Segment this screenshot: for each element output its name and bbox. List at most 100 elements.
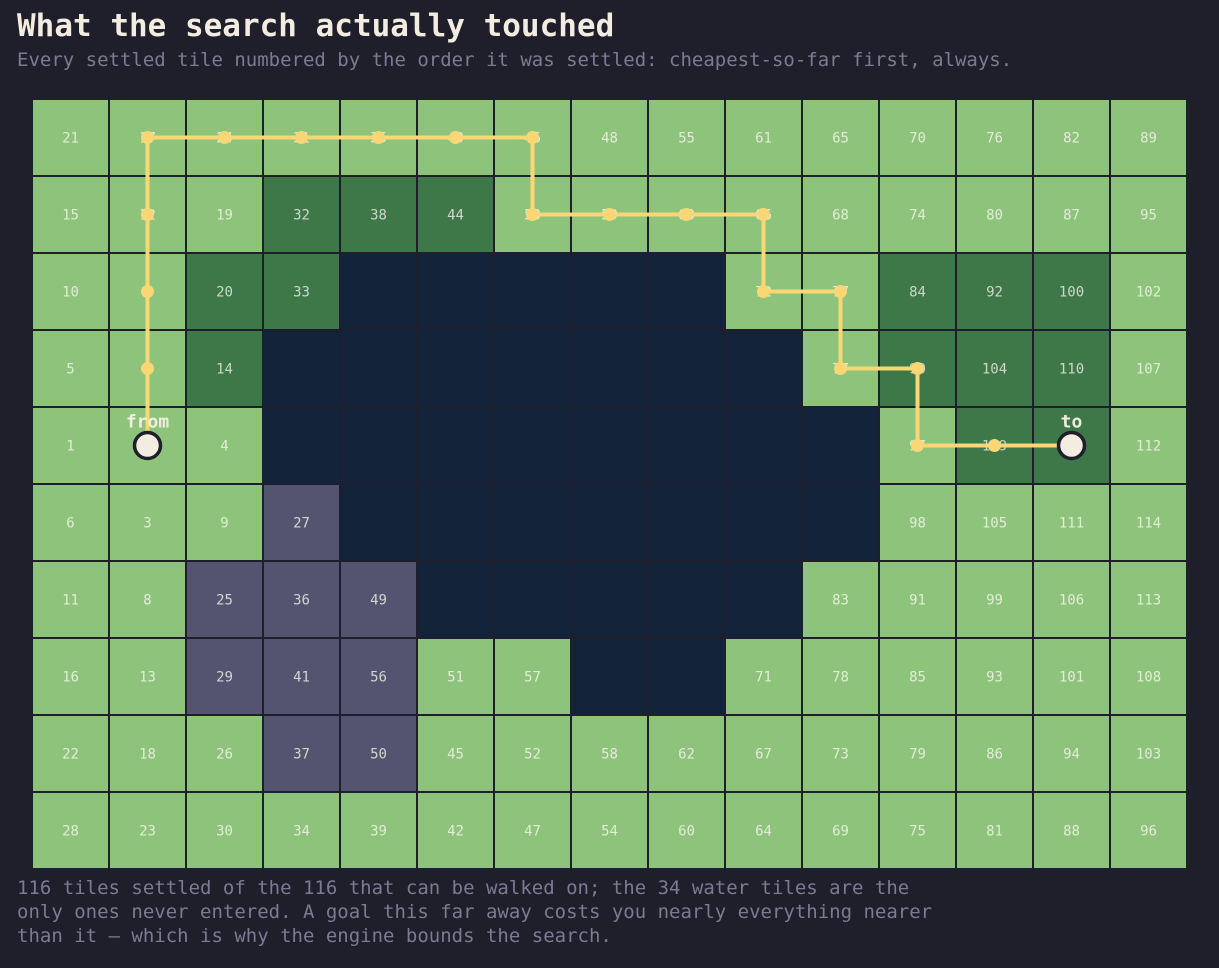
tile-rock bbox=[264, 485, 339, 560]
tile-order-label: 18 bbox=[139, 747, 156, 763]
tile-grass bbox=[572, 793, 647, 868]
tile-grass bbox=[1111, 716, 1186, 791]
tile-grass bbox=[880, 177, 955, 252]
tile-order-label: 32 bbox=[293, 208, 310, 224]
route-step-dot bbox=[911, 439, 924, 452]
tile-grass bbox=[33, 562, 108, 637]
tile-order-label: 82 bbox=[1063, 131, 1080, 147]
tile-grass bbox=[1111, 100, 1186, 175]
tile-grass bbox=[187, 485, 262, 560]
tile-water bbox=[572, 408, 647, 483]
tile-order-label: 34 bbox=[293, 824, 310, 840]
tile-order-label: 21 bbox=[62, 131, 79, 147]
route-step-dot bbox=[372, 131, 385, 144]
tile-grass bbox=[957, 100, 1032, 175]
tile-grass bbox=[572, 716, 647, 791]
tile-order-label: 15 bbox=[62, 208, 79, 224]
tile-order-label: 41 bbox=[293, 670, 310, 686]
route-step-dot bbox=[141, 285, 154, 298]
tile-water bbox=[495, 331, 570, 406]
tile-grass bbox=[572, 100, 647, 175]
tile-water bbox=[649, 562, 724, 637]
tile-grass bbox=[1034, 639, 1109, 714]
tile-order-label: 56 bbox=[370, 670, 387, 686]
tile-grass bbox=[803, 639, 878, 714]
tile-grass bbox=[33, 716, 108, 791]
tile-order-label: 71 bbox=[755, 670, 772, 686]
tile-forest bbox=[418, 177, 493, 252]
tile-water bbox=[418, 331, 493, 406]
tile-order-label: 95 bbox=[1140, 208, 1157, 224]
tile-water bbox=[649, 485, 724, 560]
tile-order-label: 38 bbox=[370, 208, 387, 224]
tile-order-label: 85 bbox=[909, 670, 926, 686]
route-step-dot bbox=[526, 131, 539, 144]
tile-order-label: 101 bbox=[1059, 670, 1084, 686]
tile-water bbox=[726, 331, 801, 406]
tile-water bbox=[341, 408, 416, 483]
tile-grass bbox=[803, 562, 878, 637]
tile-rock bbox=[341, 562, 416, 637]
tile-water bbox=[495, 408, 570, 483]
tile-rock bbox=[341, 716, 416, 791]
tile-grass bbox=[1111, 485, 1186, 560]
tile-order-label: 39 bbox=[370, 824, 387, 840]
route-step-dot bbox=[757, 208, 770, 221]
tile-order-label: 99 bbox=[986, 593, 1003, 609]
tile-order-label: 80 bbox=[986, 208, 1003, 224]
tile-grass bbox=[110, 639, 185, 714]
tile-order-label: 91 bbox=[909, 593, 926, 609]
caption-line: 116 tiles settled of the 116 that can be… bbox=[17, 877, 910, 899]
tile-grass bbox=[33, 177, 108, 252]
tile-order-label: 108 bbox=[1136, 670, 1161, 686]
tile-water bbox=[418, 485, 493, 560]
tile-order-label: 93 bbox=[986, 670, 1003, 686]
tile-grass bbox=[649, 716, 724, 791]
tile-order-label: 107 bbox=[1136, 362, 1161, 378]
tile-grass bbox=[1034, 716, 1109, 791]
tile-order-label: 88 bbox=[1063, 824, 1080, 840]
tile-order-label: 55 bbox=[678, 131, 695, 147]
tile-forest bbox=[880, 254, 955, 329]
tile-order-label: 58 bbox=[601, 747, 618, 763]
tile-grass bbox=[418, 639, 493, 714]
tile-order-label: 64 bbox=[755, 824, 772, 840]
tile-order-label: 113 bbox=[1136, 593, 1161, 609]
route-step-dot bbox=[680, 208, 693, 221]
tile-order-label: 37 bbox=[293, 747, 310, 763]
tile-order-label: 11 bbox=[62, 593, 79, 609]
tile-order-label: 103 bbox=[1136, 747, 1161, 763]
tile-forest bbox=[341, 177, 416, 252]
tile-grass bbox=[957, 716, 1032, 791]
tile-order-label: 92 bbox=[986, 285, 1003, 301]
tile-grass bbox=[110, 716, 185, 791]
tile-grass bbox=[1111, 562, 1186, 637]
tile-grass bbox=[1034, 100, 1109, 175]
tile-grass bbox=[880, 485, 955, 560]
tile-order-label: 36 bbox=[293, 593, 310, 609]
tile-grass bbox=[110, 485, 185, 560]
tile-water bbox=[726, 485, 801, 560]
marker-layer: from to bbox=[126, 412, 1087, 461]
tile-water bbox=[495, 485, 570, 560]
tile-grass bbox=[264, 793, 339, 868]
route-step-dot bbox=[526, 208, 539, 221]
tile-order-label: 89 bbox=[1140, 131, 1157, 147]
tile-order-label: 23 bbox=[139, 824, 156, 840]
tile-grass bbox=[33, 331, 108, 406]
tile-order-label: 5 bbox=[66, 362, 74, 378]
tile-order-label: 50 bbox=[370, 747, 387, 763]
route-step-dot bbox=[141, 362, 154, 375]
tile-water bbox=[572, 331, 647, 406]
tile-order-label: 9 bbox=[220, 516, 228, 532]
tile-order-label: 84 bbox=[909, 285, 926, 301]
tile-order-label: 16 bbox=[62, 670, 79, 686]
tile-grass bbox=[33, 100, 108, 175]
tile-water bbox=[649, 408, 724, 483]
tile-order-label: 70 bbox=[909, 131, 926, 147]
tile-grass bbox=[957, 639, 1032, 714]
tile-forest bbox=[1034, 254, 1109, 329]
tile-grass bbox=[803, 716, 878, 791]
tile-forest bbox=[264, 254, 339, 329]
caption-line: than it — which is why the engine bounds… bbox=[17, 925, 612, 947]
